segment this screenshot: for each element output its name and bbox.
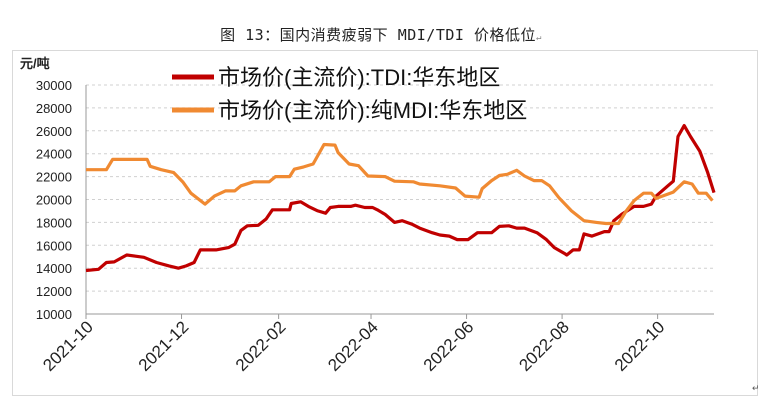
y-tick-label: 20000 xyxy=(36,193,72,208)
y-tick-label: 22000 xyxy=(36,170,72,185)
return-mark-bottom: ↵ xyxy=(752,383,760,393)
y-tick-label: 10000 xyxy=(36,307,72,322)
chart-frame xyxy=(12,50,758,396)
legend-label: 市场价(主流价):TDI:华东地区 xyxy=(218,65,500,90)
x-tick-label: 2021-10 xyxy=(39,317,97,375)
y-tick-label: 16000 xyxy=(36,238,72,253)
legend-label: 市场价(主流价):纯MDI:华东地区 xyxy=(218,98,527,123)
y-tick-label: 24000 xyxy=(36,147,72,162)
return-mark: ↵ xyxy=(535,33,542,43)
y-tick-label: 18000 xyxy=(36,215,72,230)
y-tick-label: 14000 xyxy=(36,261,72,276)
x-tick-label: 2022-10 xyxy=(611,317,669,375)
x-tick-label: 2022-06 xyxy=(420,317,478,375)
series-line-mdi xyxy=(86,142,714,226)
y-tick-label: 26000 xyxy=(36,124,72,139)
x-tick-label: 2021-12 xyxy=(135,317,193,375)
y-tick-label: 12000 xyxy=(36,284,72,299)
series-line-tdi xyxy=(85,123,716,273)
y-axis-label: 元/吨 xyxy=(20,56,50,71)
x-tick-label: 2022-02 xyxy=(232,317,290,375)
y-tick-label: 30000 xyxy=(36,78,72,93)
y-tick-label: 28000 xyxy=(36,101,72,116)
chart-title: 图 13：国内消费疲弱下 MDI/TDI 价格低位↵ xyxy=(220,26,542,44)
x-tick-label: 2022-04 xyxy=(324,317,382,375)
x-tick-label: 2022-08 xyxy=(515,317,573,375)
